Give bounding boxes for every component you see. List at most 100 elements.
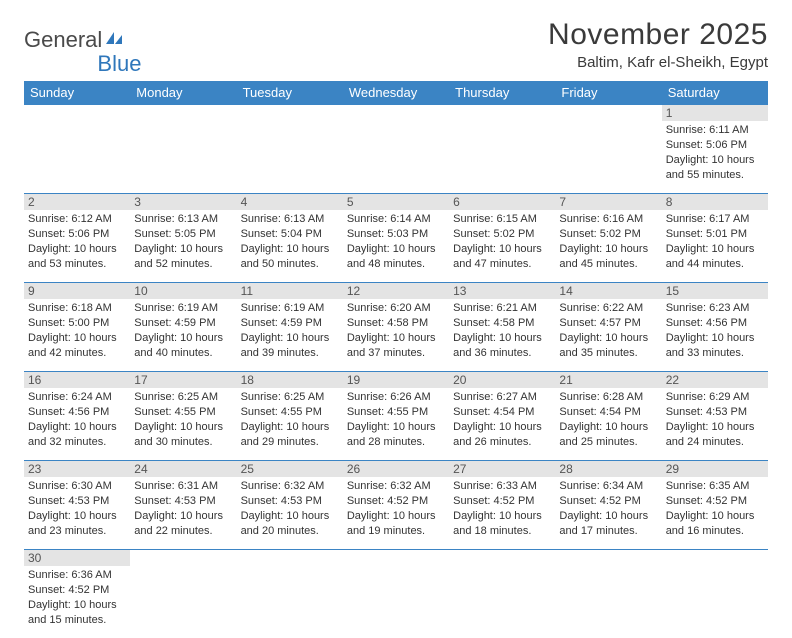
sunset-line: Sunset: 4:53 PM: [666, 405, 764, 420]
day-cell-empty: [449, 566, 555, 638]
sunset-line: Sunset: 4:58 PM: [347, 316, 445, 331]
day-number: 20: [449, 372, 555, 388]
sunset-line: Sunset: 5:01 PM: [666, 227, 764, 242]
week-row: Sunrise: 6:36 AMSunset: 4:52 PMDaylight:…: [24, 566, 768, 638]
day-cell: Sunrise: 6:21 AMSunset: 4:58 PMDaylight:…: [449, 299, 555, 371]
day-cell-empty: [449, 121, 555, 193]
sunset-line: Sunset: 4:59 PM: [134, 316, 232, 331]
day-number: 6: [449, 194, 555, 210]
sunset-line: Sunset: 4:52 PM: [559, 494, 657, 509]
day-number-empty: [555, 550, 661, 566]
sunrise-line: Sunrise: 6:19 AM: [134, 301, 232, 316]
sunrise-line: Sunrise: 6:11 AM: [666, 123, 764, 138]
sunset-line: Sunset: 4:58 PM: [453, 316, 551, 331]
day-cell: Sunrise: 6:19 AMSunset: 4:59 PMDaylight:…: [237, 299, 343, 371]
day-cell: Sunrise: 6:22 AMSunset: 4:57 PMDaylight:…: [555, 299, 661, 371]
weekday-header: Thursday: [449, 81, 555, 105]
sunrise-line: Sunrise: 6:13 AM: [241, 212, 339, 227]
calendar-page: General November 2025 Baltim, Kafr el-Sh…: [0, 0, 792, 638]
sunset-line: Sunset: 4:56 PM: [666, 316, 764, 331]
day-cell: Sunrise: 6:35 AMSunset: 4:52 PMDaylight:…: [662, 477, 768, 549]
day-number-row: 30: [24, 550, 768, 566]
daylight-line: Daylight: 10 hours and 55 minutes.: [666, 153, 764, 183]
sunrise-line: Sunrise: 6:23 AM: [666, 301, 764, 316]
day-number-row: 2345678: [24, 194, 768, 210]
day-number: 15: [662, 283, 768, 299]
week-row: Sunrise: 6:11 AMSunset: 5:06 PMDaylight:…: [24, 121, 768, 194]
day-cell-empty: [343, 121, 449, 193]
sunrise-line: Sunrise: 6:32 AM: [347, 479, 445, 494]
sunrise-line: Sunrise: 6:34 AM: [559, 479, 657, 494]
sunrise-line: Sunrise: 6:22 AM: [559, 301, 657, 316]
sunrise-line: Sunrise: 6:21 AM: [453, 301, 551, 316]
daylight-line: Daylight: 10 hours and 22 minutes.: [134, 509, 232, 539]
week-row: Sunrise: 6:18 AMSunset: 5:00 PMDaylight:…: [24, 299, 768, 372]
sunset-line: Sunset: 5:06 PM: [666, 138, 764, 153]
day-number: 4: [237, 194, 343, 210]
weekday-header: Monday: [130, 81, 236, 105]
day-number-empty: [449, 550, 555, 566]
day-cell: Sunrise: 6:25 AMSunset: 4:55 PMDaylight:…: [130, 388, 236, 460]
day-number-empty: [343, 105, 449, 121]
daylight-line: Daylight: 10 hours and 23 minutes.: [28, 509, 126, 539]
daylight-line: Daylight: 10 hours and 42 minutes.: [28, 331, 126, 361]
day-cell: Sunrise: 6:31 AMSunset: 4:53 PMDaylight:…: [130, 477, 236, 549]
daylight-line: Daylight: 10 hours and 44 minutes.: [666, 242, 764, 272]
daylight-line: Daylight: 10 hours and 28 minutes.: [347, 420, 445, 450]
day-number: 25: [237, 461, 343, 477]
day-cell: Sunrise: 6:27 AMSunset: 4:54 PMDaylight:…: [449, 388, 555, 460]
day-cell-empty: [343, 566, 449, 638]
day-cell: Sunrise: 6:13 AMSunset: 5:05 PMDaylight:…: [130, 210, 236, 282]
week-row: Sunrise: 6:24 AMSunset: 4:56 PM Daylight:…: [24, 388, 768, 461]
day-number: 23: [24, 461, 130, 477]
day-number: 5: [343, 194, 449, 210]
sunrise-line: Sunrise: 6:15 AM: [453, 212, 551, 227]
sunrise-line: Sunrise: 6:36 AM: [28, 568, 126, 583]
sunset-line: Sunset: 4:59 PM: [241, 316, 339, 331]
daylight-line: Daylight: 10 hours and 33 minutes.: [666, 331, 764, 361]
sunset-line: Sunset: 5:02 PM: [559, 227, 657, 242]
day-cell-empty: [555, 566, 661, 638]
daylight-line: Daylight: 10 hours and 29 minutes.: [241, 420, 339, 450]
sunset-line: Sunset: 4:54 PM: [559, 405, 657, 420]
weekday-header: Sunday: [24, 81, 130, 105]
day-number: 28: [555, 461, 661, 477]
sunrise-line: Sunrise: 6:19 AM: [241, 301, 339, 316]
daylight-line: Daylight: 10 hours and 52 minutes.: [134, 242, 232, 272]
day-number: 22: [662, 372, 768, 388]
daylight-line: Daylight: 10 hours and 20 minutes.: [241, 509, 339, 539]
day-cell: Sunrise: 6:24 AMSunset: 4:56 PMDaylight:…: [24, 388, 130, 460]
day-cell: Sunrise: 6:15 AMSunset: 5:02 PMDaylight:…: [449, 210, 555, 282]
sunset-line: Sunset: 4:52 PM: [453, 494, 551, 509]
day-cell-empty: [24, 121, 130, 193]
day-number: 12: [343, 283, 449, 299]
sunset-line: Sunset: 4:57 PM: [559, 316, 657, 331]
sunrise-line: Sunrise: 6:24 AM: [28, 390, 126, 405]
daylight-line: Daylight: 10 hours and 48 minutes.: [347, 242, 445, 272]
day-cell: Sunrise: 6:34 AMSunset: 4:52 PMDaylight:…: [555, 477, 661, 549]
brand-part2: Blue: [97, 51, 141, 76]
day-cell: Sunrise: 6:12 AMSunset: 5:06 PMDaylight:…: [24, 210, 130, 282]
day-cell: Sunrise: 6:26 AMSunset: 4:55 PMDaylight:…: [343, 388, 449, 460]
day-number: 14: [555, 283, 661, 299]
day-cell: Sunrise: 6:32 AMSunset: 4:53 PMDaylight:…: [237, 477, 343, 549]
sunrise-line: Sunrise: 6:13 AM: [134, 212, 232, 227]
day-cell-empty: [237, 566, 343, 638]
sunset-line: Sunset: 4:55 PM: [347, 405, 445, 420]
day-number-empty: [24, 105, 130, 121]
daylight-line: Daylight: 10 hours and 50 minutes.: [241, 242, 339, 272]
day-number-empty: [237, 105, 343, 121]
sunrise-line: Sunrise: 6:30 AM: [28, 479, 126, 494]
sunset-line: Sunset: 4:53 PM: [134, 494, 232, 509]
daylight-line: Daylight: 10 hours and 37 minutes.: [347, 331, 445, 361]
weeks-container: 1Sunrise: 6:11 AMSunset: 5:06 PMDaylight…: [24, 105, 768, 638]
sunset-line: Sunset: 4:56 PM: [28, 405, 126, 420]
day-number: 18: [237, 372, 343, 388]
sunset-line: Sunset: 4:53 PM: [241, 494, 339, 509]
sunset-line: Sunset: 4:55 PM: [241, 405, 339, 420]
sunset-line: Sunset: 4:53 PM: [28, 494, 126, 509]
daylight-line: Daylight: 10 hours and 35 minutes.: [559, 331, 657, 361]
day-number: 7: [555, 194, 661, 210]
daylight-line: Daylight: 10 hours and 26 minutes.: [453, 420, 551, 450]
sunrise-line: Sunrise: 6:26 AM: [347, 390, 445, 405]
